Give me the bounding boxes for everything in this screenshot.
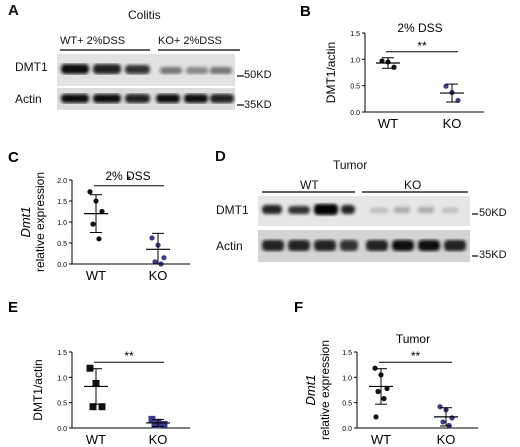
y-tick-label-e: 0.0 — [57, 426, 67, 433]
data-point-c-wt — [99, 208, 105, 215]
marker-50kd: 50KD — [244, 69, 272, 81]
data-point-e-ko — [160, 420, 168, 428]
y-tick-label-b: 0.0 — [350, 110, 360, 117]
data-point-f-wt — [373, 414, 379, 420]
tumor-marker-50kd: 50KD — [479, 207, 507, 219]
y-axis-label-c: relative expression — [33, 172, 47, 272]
row-label-actin: Actin — [15, 92, 42, 106]
tumor-group-label-ko: KO — [404, 178, 422, 192]
significance-label-c: * — [127, 173, 132, 187]
x-tick-label-e-ko: KO — [149, 432, 168, 447]
data-point-b-wt — [379, 58, 385, 64]
data-point-c-wt — [87, 189, 93, 195]
data-point-b-wt — [391, 64, 397, 70]
tumor-row-label-actin: Actin — [216, 239, 243, 253]
significance-label-b: ** — [417, 39, 427, 53]
y-axis-label-b: DMT1/actin — [324, 42, 338, 103]
x-tick-label-c-ko: KO — [149, 268, 168, 283]
data-point-f-ko — [449, 415, 455, 421]
data-point-c-ko — [152, 259, 158, 265]
data-point-c-ko — [149, 235, 155, 241]
y-tick-label-c: 1.5 — [57, 199, 67, 206]
data-point-c-ko — [161, 255, 167, 261]
panel-letter-d: D — [215, 148, 226, 165]
y-axis-label-f: relative expression — [318, 340, 332, 440]
data-point-b-ko — [443, 83, 449, 89]
x-tick-label-c-wt: WT — [86, 268, 106, 283]
panel-letter-c: C — [8, 149, 19, 166]
data-point-e-wt — [86, 364, 94, 372]
x-tick-label-b-ko: KO — [443, 116, 462, 131]
x-tick-label-f-wt: WT — [371, 432, 391, 447]
y-tick-label-c: 0.5 — [57, 241, 67, 248]
data-point-e-ko — [151, 421, 159, 429]
x-tick-label-b-wt: WT — [378, 116, 398, 131]
chart-title-c: 2% DSS — [105, 169, 150, 183]
group-label-wt-dss: WT+ 2%DSS — [60, 35, 126, 47]
y-tick-label-b: 0.5 — [350, 84, 360, 91]
x-tick-label-f-ko: KO — [437, 432, 456, 447]
y-tick-label-f: 1.0 — [342, 375, 352, 382]
y-tick-label-b: 1.5 — [350, 31, 360, 38]
data-point-f-ko — [446, 422, 452, 429]
data-point-f-wt — [384, 385, 390, 392]
y-tick-label-c: 0.0 — [57, 262, 67, 269]
x-tick-label-e-wt: WT — [86, 432, 106, 447]
y-tick-label-b: 1.0 — [350, 57, 360, 64]
tumor-marker-35kd: 35KD — [479, 249, 507, 261]
dmt1-bands — [61, 64, 232, 74]
significance-label-f: ** — [411, 349, 421, 363]
data-point-e-wt — [89, 403, 97, 411]
data-point-f-wt — [381, 396, 387, 402]
blot-title-colitis: Colitis — [128, 8, 161, 22]
y-tick-label-f: 1.5 — [342, 350, 352, 357]
row-label-dmt1: DMT1 — [15, 60, 48, 74]
y-tick-label-f: 0.0 — [342, 426, 352, 433]
tumor-dmt1-bands — [262, 204, 458, 215]
data-point-c-wt — [96, 236, 102, 242]
group-label-ko-dss: KO+ 2%DSS — [158, 35, 222, 47]
y-tick-label-c: 1.0 — [57, 220, 67, 227]
y-tick-label-e: 1.0 — [57, 375, 67, 382]
panel-letter-e: E — [8, 299, 18, 316]
y-axis-gene-label-c: Dmt1 — [18, 206, 33, 237]
tumor-row-label-dmt1: DMT1 — [216, 203, 249, 217]
actin-bands — [61, 94, 234, 103]
panel-letter-b: B — [300, 3, 311, 20]
tumor-actin-bands — [262, 240, 466, 251]
y-tick-label-e: 0.5 — [57, 401, 67, 408]
data-point-f-wt — [372, 365, 378, 371]
panel-letter-f: F — [294, 299, 303, 316]
marker-35kd: 35KD — [244, 99, 272, 111]
tumor-group-label-wt: WT — [300, 178, 319, 192]
data-point-c-wt — [90, 221, 96, 227]
data-point-f-ko — [440, 419, 446, 425]
y-tick-label-e: 1.5 — [57, 350, 67, 357]
significance-label-e: ** — [124, 349, 134, 363]
data-point-f-ko — [437, 404, 443, 410]
data-point-f-wt — [375, 388, 381, 395]
chart-title-b: 2% DSS — [397, 21, 442, 35]
panel-letter-a: A — [8, 2, 19, 19]
data-point-e-wt — [98, 403, 106, 411]
y-axis-label-e: DMT1/actin — [31, 359, 45, 420]
y-axis-gene-label-f: Dmt1 — [303, 374, 318, 405]
y-tick-label-c: 2.0 — [57, 178, 67, 185]
chart-title-f: Tumor — [396, 332, 430, 346]
y-tick-label-f: 0.5 — [342, 401, 352, 408]
blot-title-tumor: Tumor — [333, 158, 368, 172]
